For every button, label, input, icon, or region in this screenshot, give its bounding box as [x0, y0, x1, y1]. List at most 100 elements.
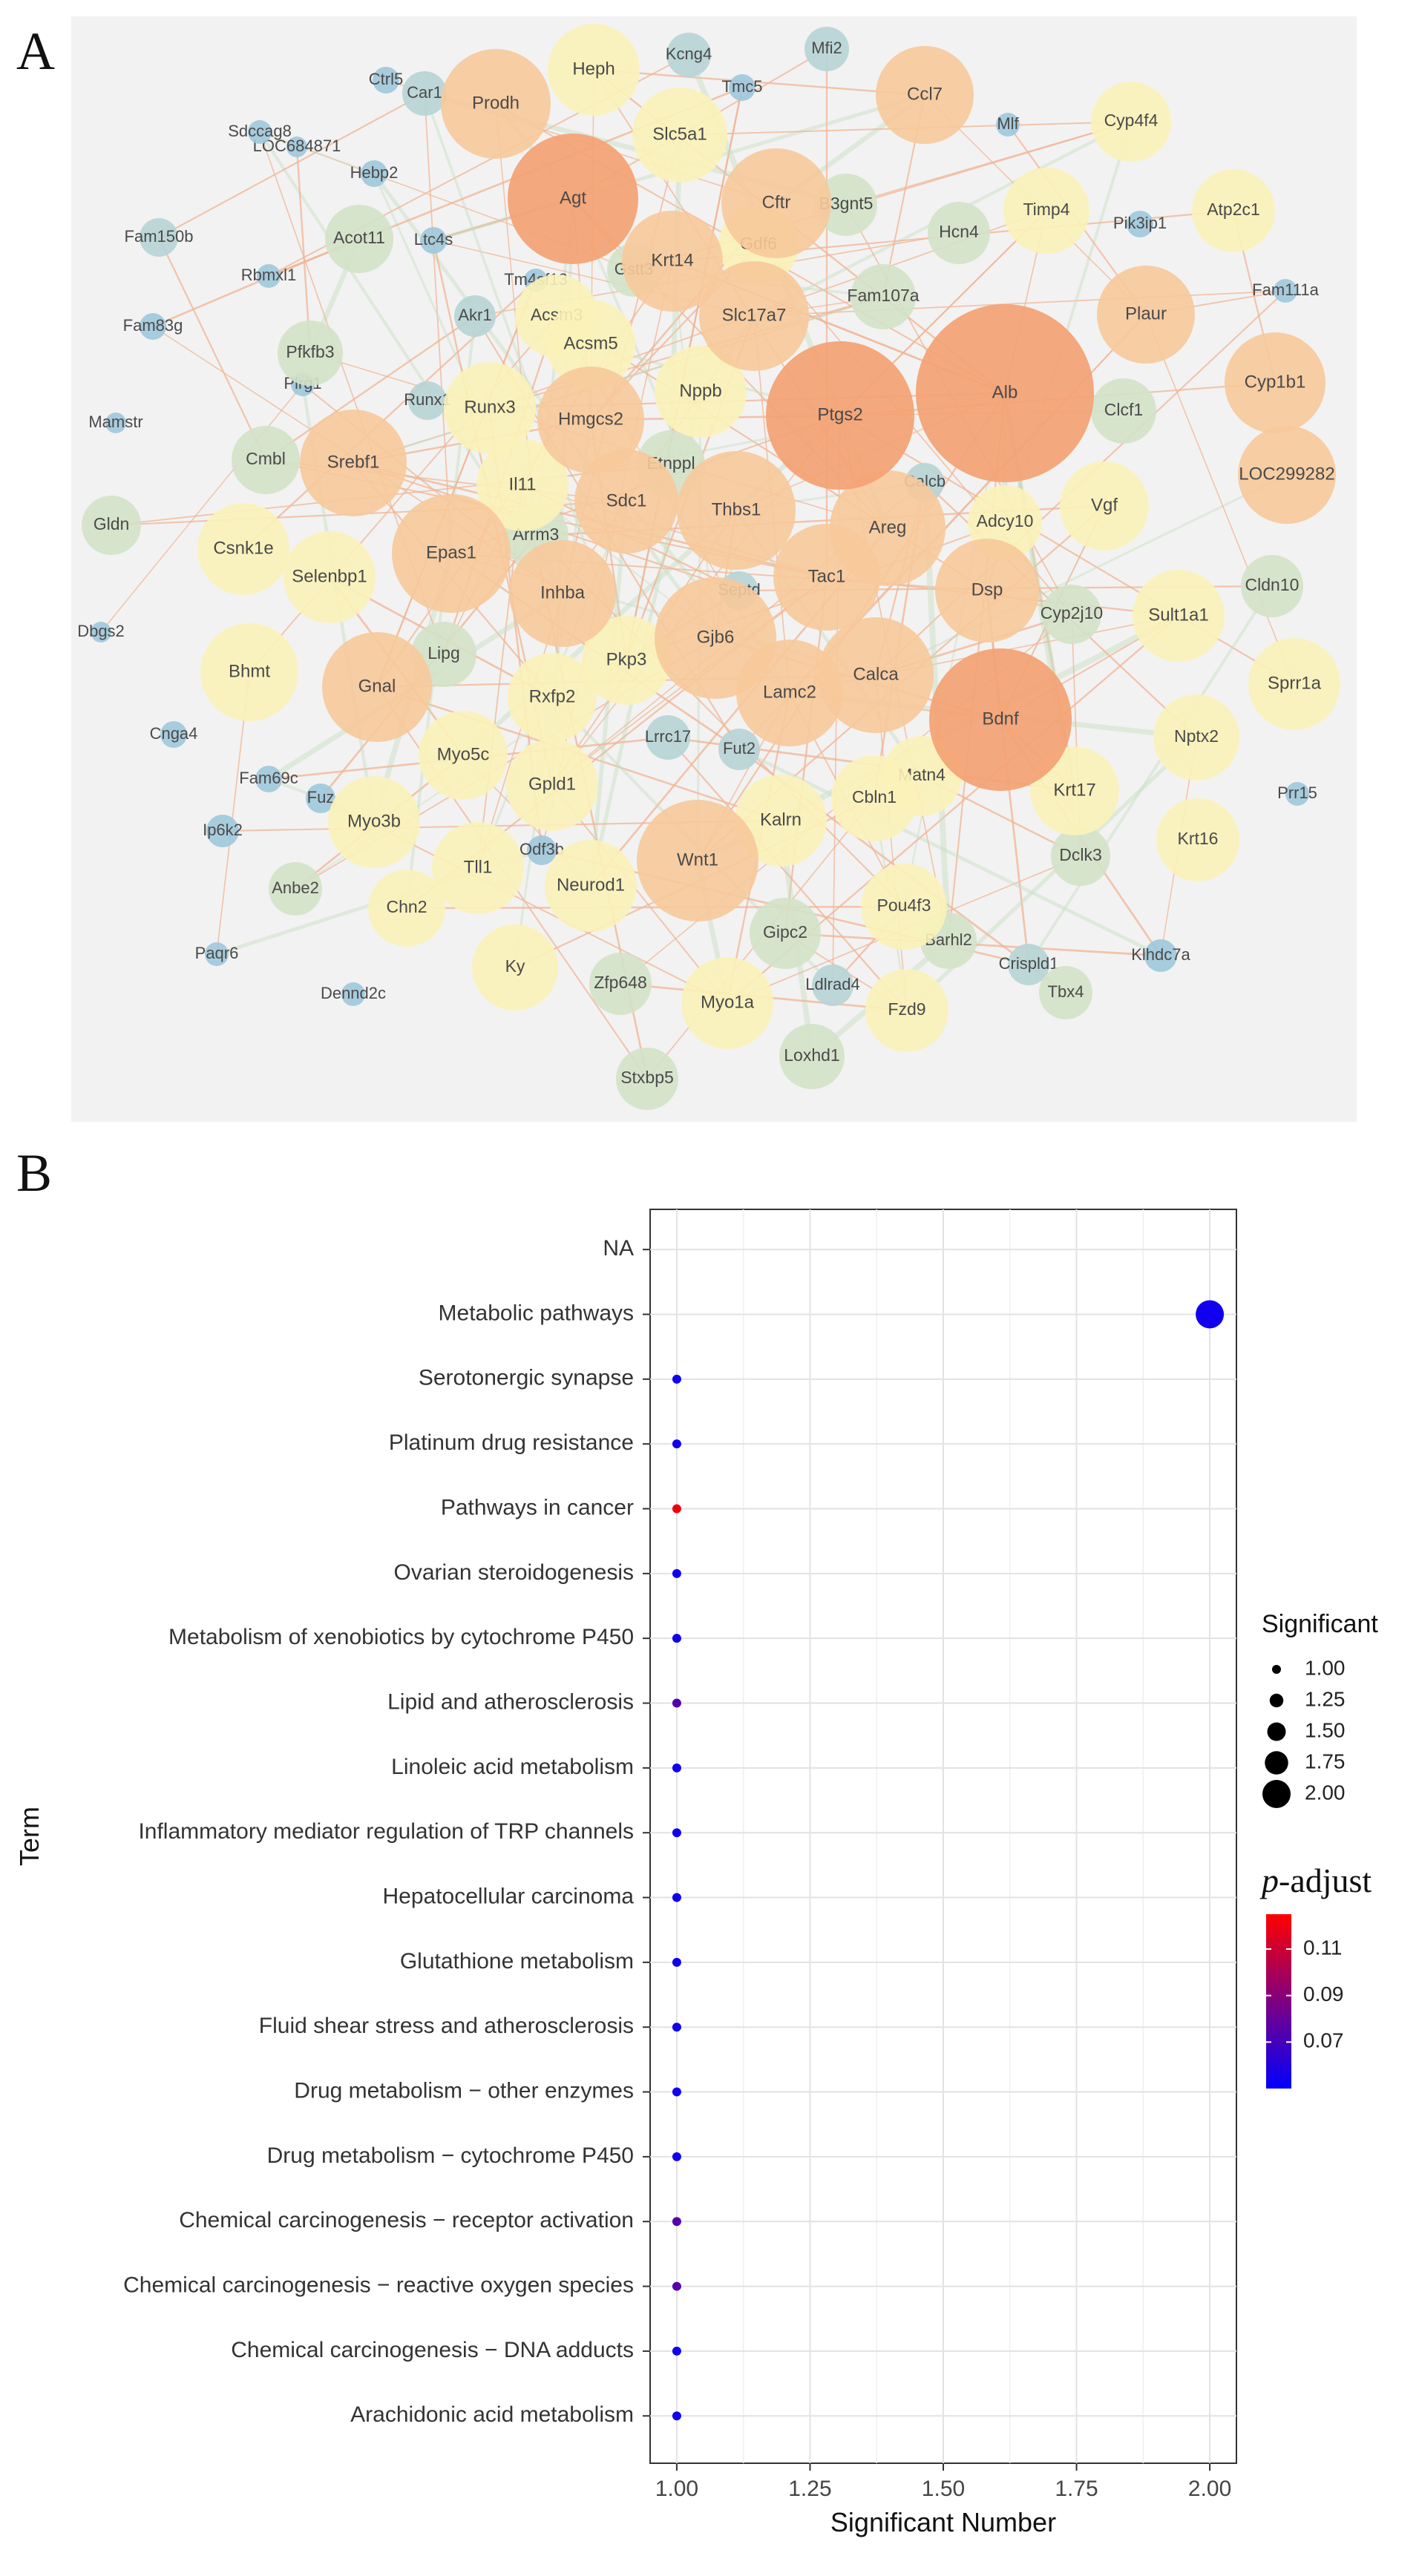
network-node-dennd2c: Dennd2c — [321, 982, 386, 1006]
node-label: Cnga4 — [150, 724, 198, 743]
node-label: Adcy10 — [977, 511, 1034, 530]
node-circle — [392, 494, 511, 613]
node-label: Fam111a — [1252, 280, 1319, 299]
node-circle — [508, 653, 597, 742]
node-label: Cbln1 — [852, 787, 897, 806]
network-edge — [100, 384, 304, 633]
size-legend-label: 1.50 — [1305, 1718, 1346, 1741]
node-circle — [1153, 694, 1239, 781]
size-legend-label: 1.75 — [1305, 1749, 1346, 1772]
network-node-mfi2: Mfi2 — [804, 27, 849, 71]
node-circle — [325, 205, 393, 273]
network-node-gldn: Gldn — [82, 496, 141, 555]
node-circle — [548, 24, 640, 116]
node-label: Pkp3 — [606, 649, 647, 669]
network-node-bdnf: Bdnf — [929, 648, 1072, 791]
term-label-chemical-carcinogenesis-reactive-oxygen-species: Chemical carcinogenesis − reactive oxyge… — [123, 2273, 634, 2297]
node-circle — [589, 953, 652, 1015]
node-circle — [472, 924, 558, 1011]
point-glutathione-metabolism — [672, 1957, 681, 1967]
node-label: Mlf — [997, 114, 1019, 133]
node-label: Fuz — [307, 788, 335, 806]
node-label: Myo3b — [347, 811, 401, 831]
node-circle — [537, 367, 644, 473]
node-label: Sprr1a — [1268, 673, 1322, 693]
node-circle — [140, 218, 178, 257]
point-pathways-in-cancer — [672, 1504, 681, 1514]
node-label: Tmc5 — [722, 77, 763, 96]
network-node-tmc5: Tmc5 — [722, 74, 763, 101]
network-edge — [1027, 585, 1274, 966]
network-node-lrrc17: Lrrc17 — [645, 715, 691, 760]
node-label: Fam150b — [125, 227, 194, 246]
network-node-slc17a7: Slc17a7 — [699, 261, 809, 371]
node-label: Nppb — [679, 381, 721, 401]
node-circle — [420, 227, 447, 254]
network-node-fam107a: Fam107a — [847, 264, 920, 329]
network-node-gipc2: Gipc2 — [750, 898, 821, 969]
node-circle — [1091, 378, 1156, 444]
point-platinum-drug-resistance — [672, 1439, 681, 1449]
network-node-mlf: Mlf — [996, 113, 1020, 137]
node-circle — [506, 739, 598, 831]
network-node-cnga4: Cnga4 — [150, 721, 198, 748]
node-circle — [91, 622, 111, 643]
node-label: Fut2 — [723, 739, 756, 758]
network-edge — [738, 747, 1162, 958]
node-circle — [444, 362, 536, 454]
term-label-hepatocellular-carcinoma: Hepatocellular carcinoma — [383, 1884, 635, 1908]
node-label: LOC299282 — [1239, 464, 1334, 484]
node-circle — [681, 957, 773, 1049]
node-label: Pfkfb3 — [286, 342, 334, 361]
node-label: Fam83g — [123, 316, 183, 335]
node-label: Stxbp5 — [620, 1068, 674, 1087]
node-circle — [368, 870, 445, 947]
node-circle — [432, 822, 524, 914]
node-circle — [257, 264, 281, 288]
node-label: Cmbl — [246, 449, 286, 468]
node-label: Gldn — [94, 514, 130, 533]
node-label: Bdnf — [982, 709, 1019, 729]
node-circle — [865, 969, 948, 1052]
node-label: Gjb6 — [697, 627, 735, 647]
size-legend-dot — [1269, 1693, 1284, 1708]
network-node-loc299282: LOC299282 — [1238, 426, 1336, 524]
node-circle — [105, 413, 126, 433]
network-node-cyp2j10: Cyp2j10 — [1041, 585, 1103, 644]
node-circle — [306, 783, 335, 813]
node-label: Fam107a — [847, 286, 919, 305]
node-circle — [861, 864, 947, 950]
network-node-inhba: Inhba — [509, 540, 616, 647]
network-node-plaur: Plaur — [1097, 266, 1195, 364]
point-chemical-carcinogenesis-reactive-oxygen-species — [672, 2281, 681, 2291]
node-circle — [699, 261, 809, 371]
point-drug-metabolism-other-enzymes — [672, 2087, 681, 2097]
node-label: Cftr — [762, 192, 791, 212]
network-node-ccl7: Ccl7 — [876, 46, 974, 144]
node-label: Lipg — [427, 643, 459, 663]
network-node-gpld1: Gpld1 — [506, 739, 598, 831]
node-circle — [509, 540, 616, 647]
size-legend-title: Significant — [1262, 1610, 1378, 1638]
network-node-car1: Car1 — [402, 71, 447, 116]
network-node-nppb: Nppb — [655, 346, 747, 438]
node-circle — [361, 160, 387, 187]
node-label: Selenbp1 — [292, 566, 367, 586]
node-circle — [373, 67, 399, 93]
node-label: Dclk3 — [1059, 845, 1102, 864]
node-label: Alb — [992, 382, 1018, 402]
network-edge — [265, 315, 476, 461]
node-label: Csnk1e — [213, 538, 273, 558]
network-node-fam150b: Fam150b — [125, 218, 194, 257]
node-circle — [718, 729, 760, 770]
node-circle — [1133, 570, 1225, 662]
node-circle — [1097, 266, 1195, 364]
node-label: Fam69c — [239, 769, 298, 787]
node-circle — [255, 766, 282, 792]
node-label: Zfp648 — [594, 973, 647, 992]
point-metabolism-of-xenobiotics-by-cytochrome-p450 — [672, 1634, 681, 1643]
node-label: Kcng4 — [666, 45, 712, 63]
point-fluid-shear-stress-and-atherosclerosis — [672, 2023, 681, 2032]
